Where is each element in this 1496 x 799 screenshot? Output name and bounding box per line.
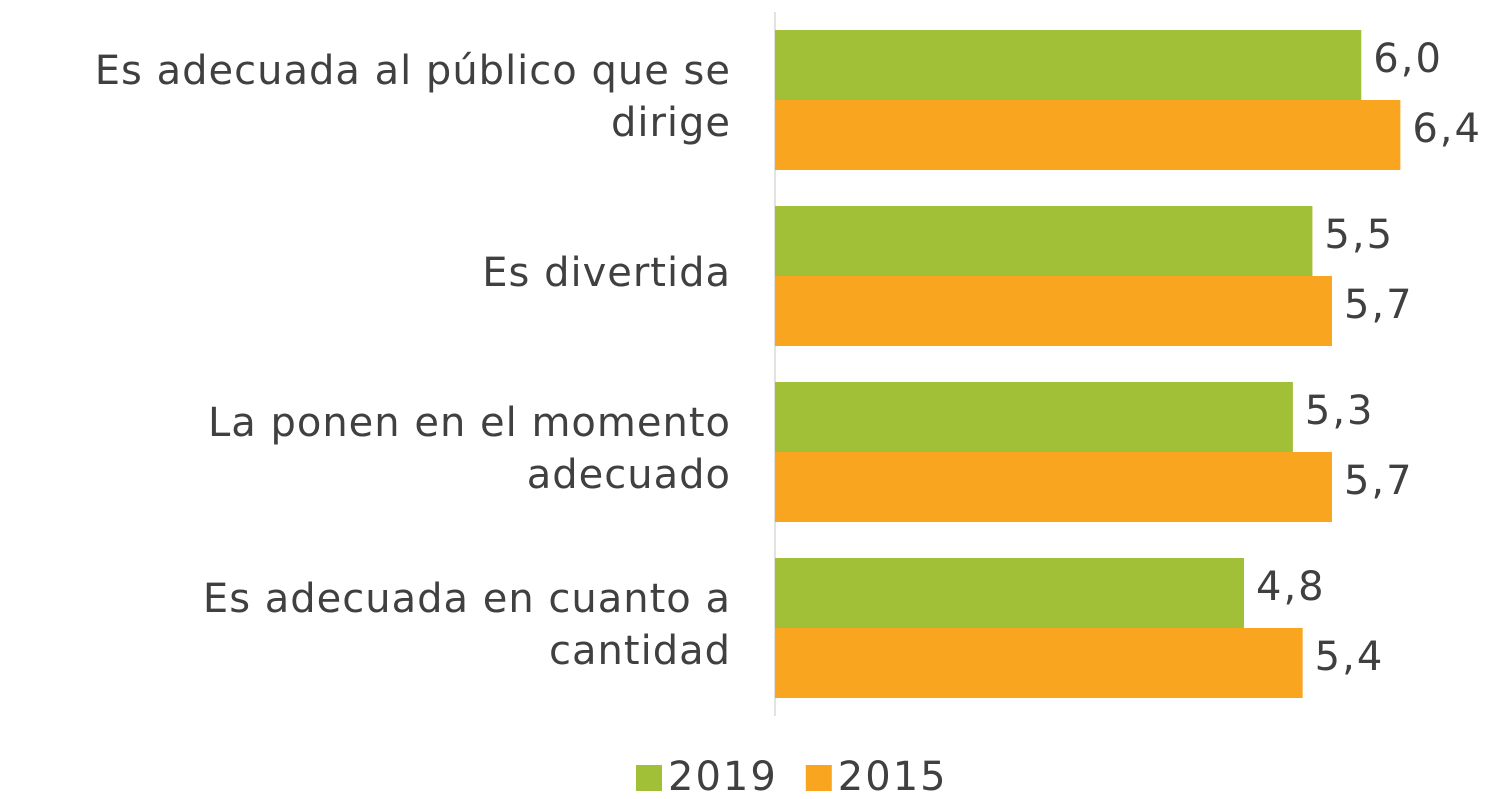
category-label: La ponen en el momento adecuado (207, 400, 731, 498)
bar (775, 276, 1332, 346)
value-label: 4,8 (1256, 564, 1326, 610)
bar (775, 206, 1313, 276)
legend-label: 2019 (668, 754, 778, 799)
bar (775, 30, 1362, 100)
category-label: Es adecuada al público que se dirige (94, 48, 731, 146)
bar (775, 452, 1332, 522)
bar (775, 558, 1245, 628)
bar (775, 628, 1303, 698)
legend-label: 2015 (838, 754, 948, 799)
bar (775, 382, 1293, 452)
bar (775, 100, 1401, 170)
value-label: 5,4 (1315, 634, 1385, 680)
value-label: 5,7 (1344, 458, 1414, 504)
value-label: 6,0 (1373, 36, 1443, 82)
value-label: 6,4 (1412, 106, 1482, 152)
value-label: 5,3 (1305, 388, 1375, 434)
legend-swatch (805, 765, 832, 791)
value-label: 5,7 (1344, 282, 1414, 328)
category-label: Es adecuada en cuanto a cantidad (202, 576, 731, 674)
legend-swatch (636, 765, 662, 791)
value-label: 5,5 (1324, 212, 1394, 258)
category-label: Es divertida (482, 250, 731, 296)
